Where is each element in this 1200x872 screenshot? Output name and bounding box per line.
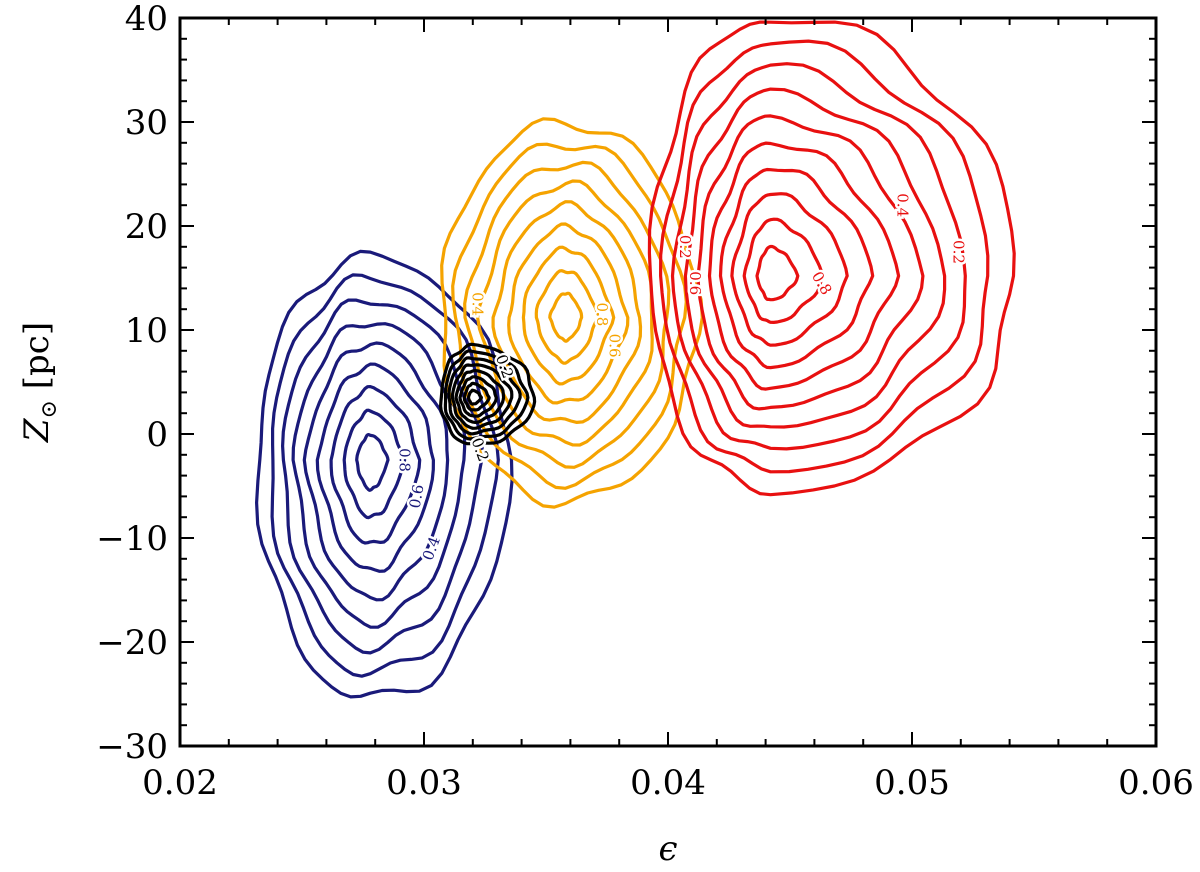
- contour-line: [659, 39, 990, 474]
- contour-line: [458, 375, 498, 418]
- contour-series: [255, 249, 514, 699]
- contour-line: [291, 322, 467, 629]
- x-axis-label: ϵ: [658, 829, 677, 869]
- x-tick-label: 0.06: [1118, 763, 1194, 803]
- contour-line: [696, 114, 925, 411]
- contour-label: 0.2: [949, 240, 967, 264]
- contour-line: [439, 342, 537, 446]
- y-tick-labels: −30 −20 −10 0 10 20 30 40: [96, 0, 168, 767]
- y-tick-label: −10: [96, 519, 168, 559]
- contour-line: [355, 433, 390, 492]
- y-tick-label: 10: [125, 311, 168, 351]
- contour-line: [507, 222, 630, 405]
- x-tick-label: 0.03: [386, 763, 462, 803]
- contour-label: 0.8: [395, 448, 413, 472]
- contour-series: [647, 20, 1016, 497]
- y-axis-label: Z⊙ [pc]: [17, 322, 62, 443]
- contour-line: [718, 167, 875, 370]
- y-tick-label: −30: [96, 727, 168, 767]
- contour-line: [462, 381, 491, 412]
- contour-label: 0.4: [419, 534, 444, 563]
- contour-line: [451, 142, 688, 490]
- contour-line: [255, 249, 514, 699]
- contour-line: [647, 20, 1016, 497]
- y-axis-label-main: Z: [17, 417, 57, 443]
- y-axis-label-unit: [pc]: [17, 322, 57, 400]
- x-tick-label: 0.02: [142, 763, 218, 803]
- contour-label: 0.6: [605, 334, 623, 358]
- contour-line: [270, 273, 500, 678]
- x-tick-label: 0.04: [630, 763, 706, 803]
- contour-line: [548, 291, 584, 343]
- contour-line: [534, 269, 600, 365]
- axis-ticks: [179, 17, 1157, 747]
- contour-line: [454, 369, 506, 424]
- contour-line: [463, 160, 671, 469]
- contour-series: [439, 342, 537, 446]
- contour-line: [447, 356, 522, 436]
- x-tick-labels: 0.02 0.03 0.04 0.05 0.06: [142, 763, 1194, 803]
- contour-line: [440, 117, 704, 509]
- contour-label: 0.6: [686, 271, 704, 295]
- contour-line: [329, 385, 422, 545]
- contour-label: 0.8: [808, 268, 836, 298]
- contour-line: [707, 141, 901, 391]
- y-axis-label-sub: ⊙: [37, 400, 62, 418]
- contour-line: [755, 244, 800, 302]
- contour-line: [342, 408, 407, 520]
- contour-label: 0.2: [676, 235, 694, 259]
- contour-line: [443, 349, 530, 441]
- contour-line: [466, 388, 483, 406]
- contour-line: [450, 363, 514, 430]
- contour-line: [683, 87, 947, 429]
- x-tick-label: 0.05: [874, 763, 950, 803]
- contour-line: [315, 362, 435, 573]
- contour-line: [476, 179, 654, 447]
- contour-label: 0.4: [469, 292, 487, 316]
- contour-line: [670, 62, 967, 451]
- y-tick-label: −20: [96, 623, 168, 663]
- y-tick-label: 20: [125, 207, 168, 247]
- contour-line: [521, 245, 616, 386]
- contour-series: [440, 117, 704, 509]
- contour-line: [491, 200, 643, 424]
- contour-label: 0.8: [593, 302, 611, 326]
- y-tick-label: 40: [125, 0, 168, 39]
- contour-label: 0.4: [893, 193, 911, 217]
- contour-line: [281, 298, 484, 655]
- contour-line: [742, 217, 825, 324]
- contour-line: [730, 192, 849, 347]
- y-tick-label: 30: [125, 103, 168, 143]
- contour-layer: [255, 20, 1016, 699]
- y-tick-label: 0: [146, 415, 168, 455]
- contour-line: [302, 341, 450, 602]
